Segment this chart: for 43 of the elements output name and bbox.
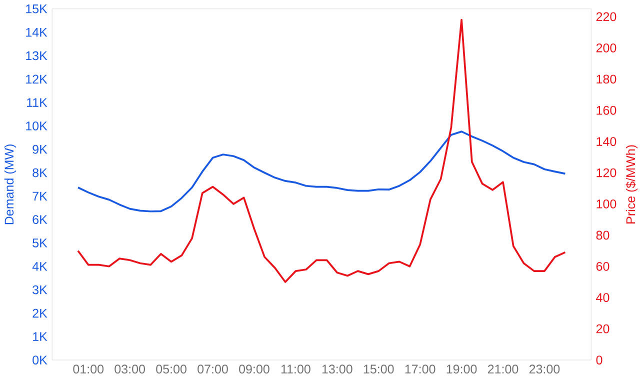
line-series — [77, 19, 566, 284]
y-tick-label: 12K — [26, 74, 48, 84]
x-tick-label: 05:00 — [156, 364, 186, 374]
y2-axis-title: Price ($/MWh) — [626, 145, 638, 224]
x-tick-label: 23:00 — [529, 364, 560, 374]
x-tick-label: 11:00 — [281, 364, 310, 374]
y-tick-label: 6K — [32, 215, 48, 224]
y2-tick-label: 220 — [596, 12, 616, 22]
x-tick-label: 13:00 — [322, 364, 352, 374]
y2-tick-label: 180 — [596, 74, 616, 84]
y-tick-label: 1K — [33, 332, 48, 342]
y-tick-label: 0K — [32, 356, 48, 365]
y2-tick-label: 80 — [596, 230, 610, 240]
y-tick-label: 10K — [26, 122, 48, 131]
y-tick-label: 7K — [32, 192, 48, 201]
y2-tick-label: 200 — [596, 44, 616, 53]
y2-tick-label: 140 — [596, 137, 616, 146]
y-tick-label: 14K — [26, 28, 48, 37]
y2-tick-label: 20 — [596, 324, 610, 334]
x-tick-label: 07:00 — [198, 364, 228, 374]
x-tick-label: 21:00 — [488, 364, 518, 374]
y-tick-label: 8K — [32, 168, 48, 178]
y-tick-label: 3K — [32, 286, 48, 294]
y-tick-label: 11K — [27, 98, 48, 107]
x-tick-label: 03:00 — [114, 364, 146, 374]
x-tick-label: 17:00 — [405, 364, 436, 374]
y-tick-label: 13K — [26, 51, 48, 60]
y2-tick-label: 160 — [596, 106, 616, 115]
y2-tick-label: 40 — [596, 293, 610, 302]
x-tick-label: 09:00 — [239, 364, 270, 374]
y2-tick-label: 100 — [596, 200, 616, 209]
y-tick-label: 5K — [32, 238, 48, 248]
x-tick-label: 01:00 — [73, 364, 104, 374]
y2-tick-label: 120 — [596, 168, 616, 178]
y-axis-title: Demand (MW) — [4, 144, 16, 224]
x-tick-label: 19:00 — [446, 364, 477, 374]
y-tick-label: 9K — [32, 145, 48, 154]
y2-tick-label: 60 — [596, 262, 610, 271]
y2-tick-label: 0 — [596, 356, 602, 365]
x-tick-label: 15:00 — [364, 364, 394, 374]
y-tick-label: 2K — [32, 308, 48, 318]
y-tick-label: 4K — [32, 262, 48, 271]
y-tick-label: 15K — [26, 4, 48, 14]
